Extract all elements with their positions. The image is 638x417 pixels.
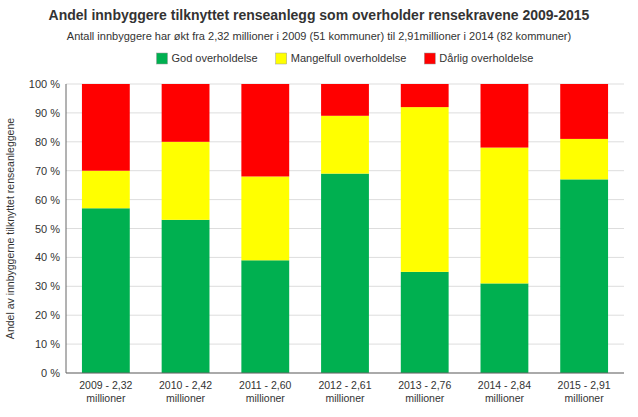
y-tick-label: 90 % — [35, 107, 60, 119]
bar — [401, 272, 449, 373]
bar — [560, 179, 608, 373]
y-tick-label: 30 % — [35, 280, 60, 292]
bar — [481, 283, 529, 373]
x-tick-label: 2011 - 2,60millioner — [239, 379, 292, 404]
legend-item: Mangelfull overholdelse — [276, 52, 407, 64]
bar — [321, 174, 369, 373]
y-tick-label: 80 % — [35, 136, 60, 148]
legend: God overholdelse Mangelfull overholdelse D… — [157, 52, 534, 64]
bar — [82, 208, 130, 373]
chart: Andel innbyggere tilknyttet renseanlegg … — [0, 0, 638, 417]
x-tick-label: 2009 - 2,32millioner — [79, 379, 132, 404]
y-axis-label: Andel av innbyggerne tilknyttet renseanl… — [4, 118, 16, 339]
bar — [82, 171, 130, 209]
bar — [162, 220, 210, 373]
y-axis-line — [66, 84, 67, 373]
legend-item: Dårlig overholdelse — [424, 52, 533, 64]
bar — [241, 260, 289, 373]
bar — [241, 84, 289, 176]
x-tick-label: 2012 - 2,61millioner — [318, 379, 371, 404]
grid-line — [66, 373, 624, 374]
legend-swatch — [424, 53, 435, 64]
y-tick-label: 10 % — [35, 338, 60, 350]
series — [82, 84, 608, 176]
legend-swatch — [276, 53, 287, 64]
y-tick-label: 50 % — [35, 223, 60, 235]
bar — [321, 116, 369, 174]
y-tick-label: 0 % — [41, 367, 60, 379]
bar — [162, 142, 210, 220]
legend-swatch — [157, 53, 168, 64]
bar — [82, 84, 130, 171]
x-tick-label: 2015 - 2,91millioner — [558, 379, 611, 404]
bar — [321, 84, 369, 116]
y-tick-label: 20 % — [35, 309, 60, 321]
bar — [401, 107, 449, 272]
y-tick-label: 70 % — [35, 165, 60, 177]
x-tick-label: 2010 - 2,42millioner — [159, 379, 212, 404]
x-axis-line — [66, 373, 624, 374]
bar — [560, 84, 608, 139]
title: Andel innbyggere tilknyttet renseanlegg … — [49, 7, 590, 23]
bar — [162, 84, 210, 142]
x-tick-label: 2014 - 2,84millioner — [478, 379, 531, 404]
grid — [66, 84, 624, 373]
legend-label: God overholdelse — [172, 52, 258, 64]
y-tick-label: 100 % — [29, 78, 60, 90]
subtitle: Antall innbyggere har økt fra 2,32 milli… — [67, 30, 571, 42]
y-tick-label: 40 % — [35, 251, 60, 263]
bar — [401, 84, 449, 107]
bar — [560, 139, 608, 179]
legend-label: Dårlig overholdelse — [439, 52, 533, 64]
legend-item: God overholdelse — [157, 52, 258, 64]
bar — [481, 148, 529, 284]
bar — [241, 176, 289, 260]
series — [82, 174, 608, 373]
bar — [481, 84, 529, 148]
y-tick-label: 60 % — [35, 194, 60, 206]
series — [82, 107, 608, 283]
legend-label: Mangelfull overholdelse — [291, 52, 407, 64]
bars — [82, 84, 608, 373]
x-tick-label: 2013 - 2,76millioner — [398, 379, 451, 404]
